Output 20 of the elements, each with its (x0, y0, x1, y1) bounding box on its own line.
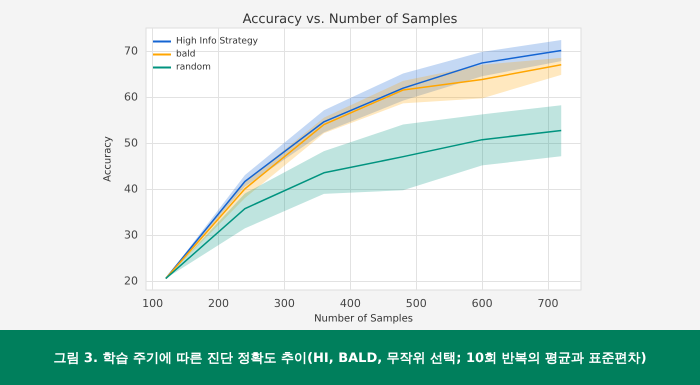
y-axis-title: Accuracy (102, 136, 114, 182)
legend-label: random (176, 62, 211, 72)
x-tick-label: 300 (274, 297, 295, 310)
legend-label: bald (176, 50, 196, 60)
y-tick-label: 40 (124, 182, 138, 196)
x-tick-label: 700 (538, 297, 559, 310)
chart-title: Accuracy vs. Number of Samples (242, 12, 458, 27)
y-tick-label: 30 (124, 228, 138, 242)
y-tick-label: 60 (124, 90, 138, 104)
x-tick-label: 400 (340, 297, 361, 310)
caption: 그림 3. 학습 주기에 따른 진단 정확도 추이(HI, BALD, 무작위 선택; 10회 반복의 평균과 표준편차) (0, 330, 700, 385)
x-tick-label: 100 (142, 297, 164, 310)
x-tick-label: 600 (472, 297, 493, 310)
x-tick-label: 200 (208, 297, 229, 310)
y-tick-label: 20 (124, 274, 138, 288)
x-tick-label: 500 (406, 297, 427, 310)
y-tick-label: 50 (124, 136, 138, 150)
legend-label: High Info Strategy (176, 36, 259, 46)
y-tick-label: 70 (124, 44, 138, 58)
x-axis-title: Number of Samples (314, 313, 413, 324)
